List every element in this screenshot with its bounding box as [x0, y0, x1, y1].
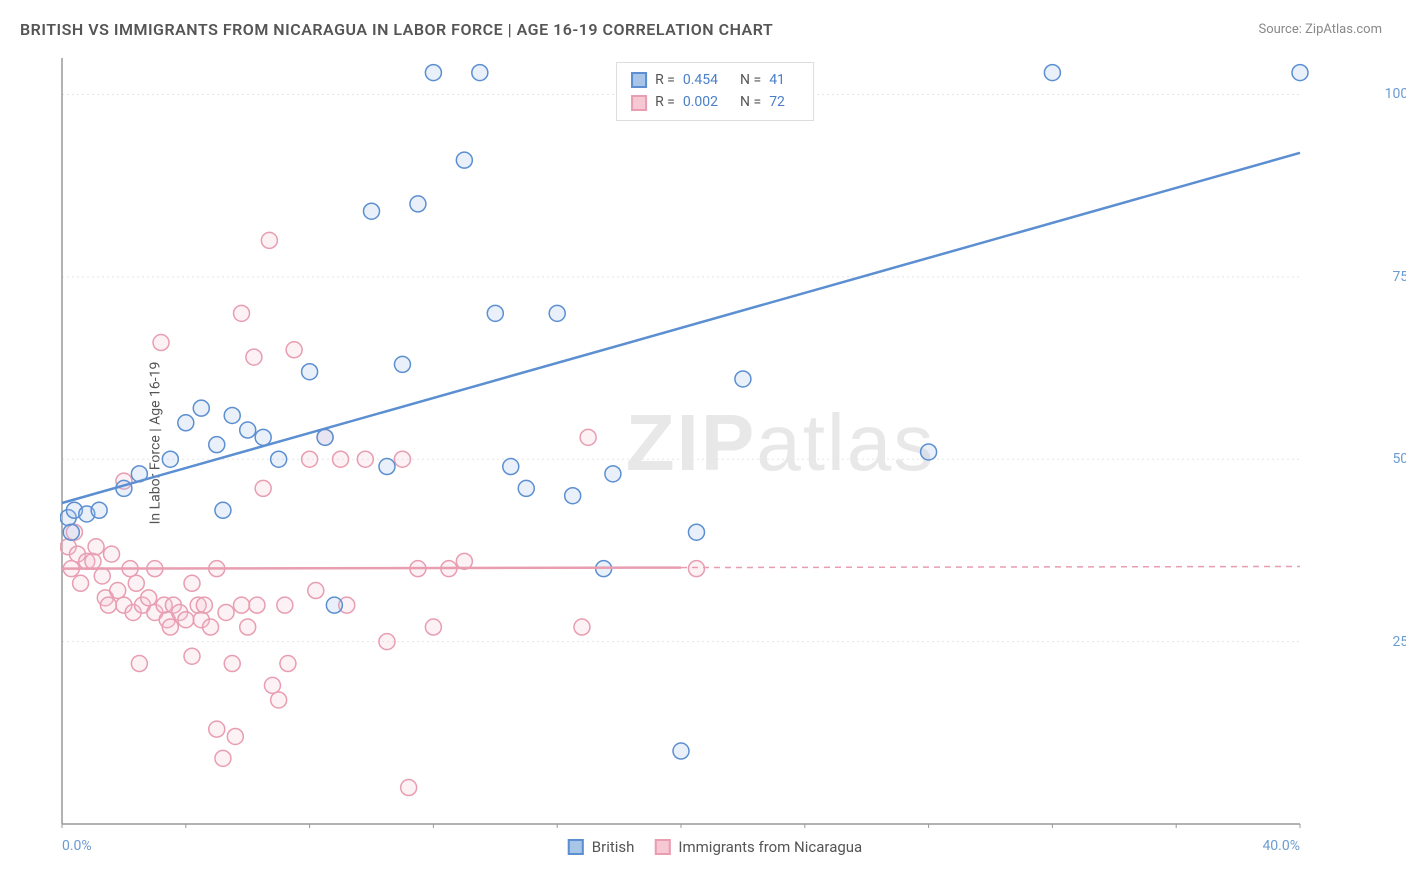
n-value-nicaragua: 72 — [769, 91, 785, 113]
legend-label-british: British — [592, 838, 635, 856]
x-tick-label: 40.0% — [1262, 838, 1300, 854]
y-tick-label: 100.0% — [1385, 86, 1406, 102]
swatch-british-bottom — [568, 839, 584, 855]
legend-item-british: British — [568, 838, 635, 856]
r-label: R = — [655, 69, 675, 91]
legend-item-nicaragua: Immigrants from Nicaragua — [654, 838, 862, 856]
swatch-british — [631, 72, 647, 88]
legend-row-british: R = 0.454 N = 41 — [631, 69, 799, 91]
chart-title: BRITISH VS IMMIGRANTS FROM NICARAGUA IN … — [20, 20, 773, 39]
r-value-british: 0.454 — [683, 69, 718, 91]
r-label: R = — [655, 91, 675, 113]
x-tick-label: 0.0% — [62, 838, 92, 854]
swatch-nicaragua-bottom — [654, 839, 670, 855]
chart-container: BRITISH VS IMMIGRANTS FROM NICARAGUA IN … — [0, 0, 1406, 892]
source-attribution: Source: ZipAtlas.com — [1258, 22, 1382, 37]
n-value-british: 41 — [769, 69, 785, 91]
swatch-nicaragua — [631, 95, 647, 111]
y-tick-label: 25.0% — [1392, 634, 1406, 650]
y-tick-label: 75.0% — [1392, 269, 1406, 285]
y-tick-label: 50.0% — [1392, 451, 1406, 467]
legend-correlation: R = 0.454 N = 41 R = 0.002 N = 72 — [616, 62, 814, 121]
legend-series: British Immigrants from Nicaragua — [568, 838, 862, 856]
legend-label-nicaragua: Immigrants from Nicaragua — [678, 838, 862, 856]
plot-area: In Labor Force | Age 16-19 ZIPatlas R = … — [60, 58, 1370, 828]
plot-svg — [60, 58, 1370, 828]
legend-row-nicaragua: R = 0.002 N = 72 — [631, 91, 799, 113]
n-label: N = — [740, 69, 761, 91]
n-label: N = — [740, 91, 761, 113]
r-value-nicaragua: 0.002 — [683, 91, 718, 113]
